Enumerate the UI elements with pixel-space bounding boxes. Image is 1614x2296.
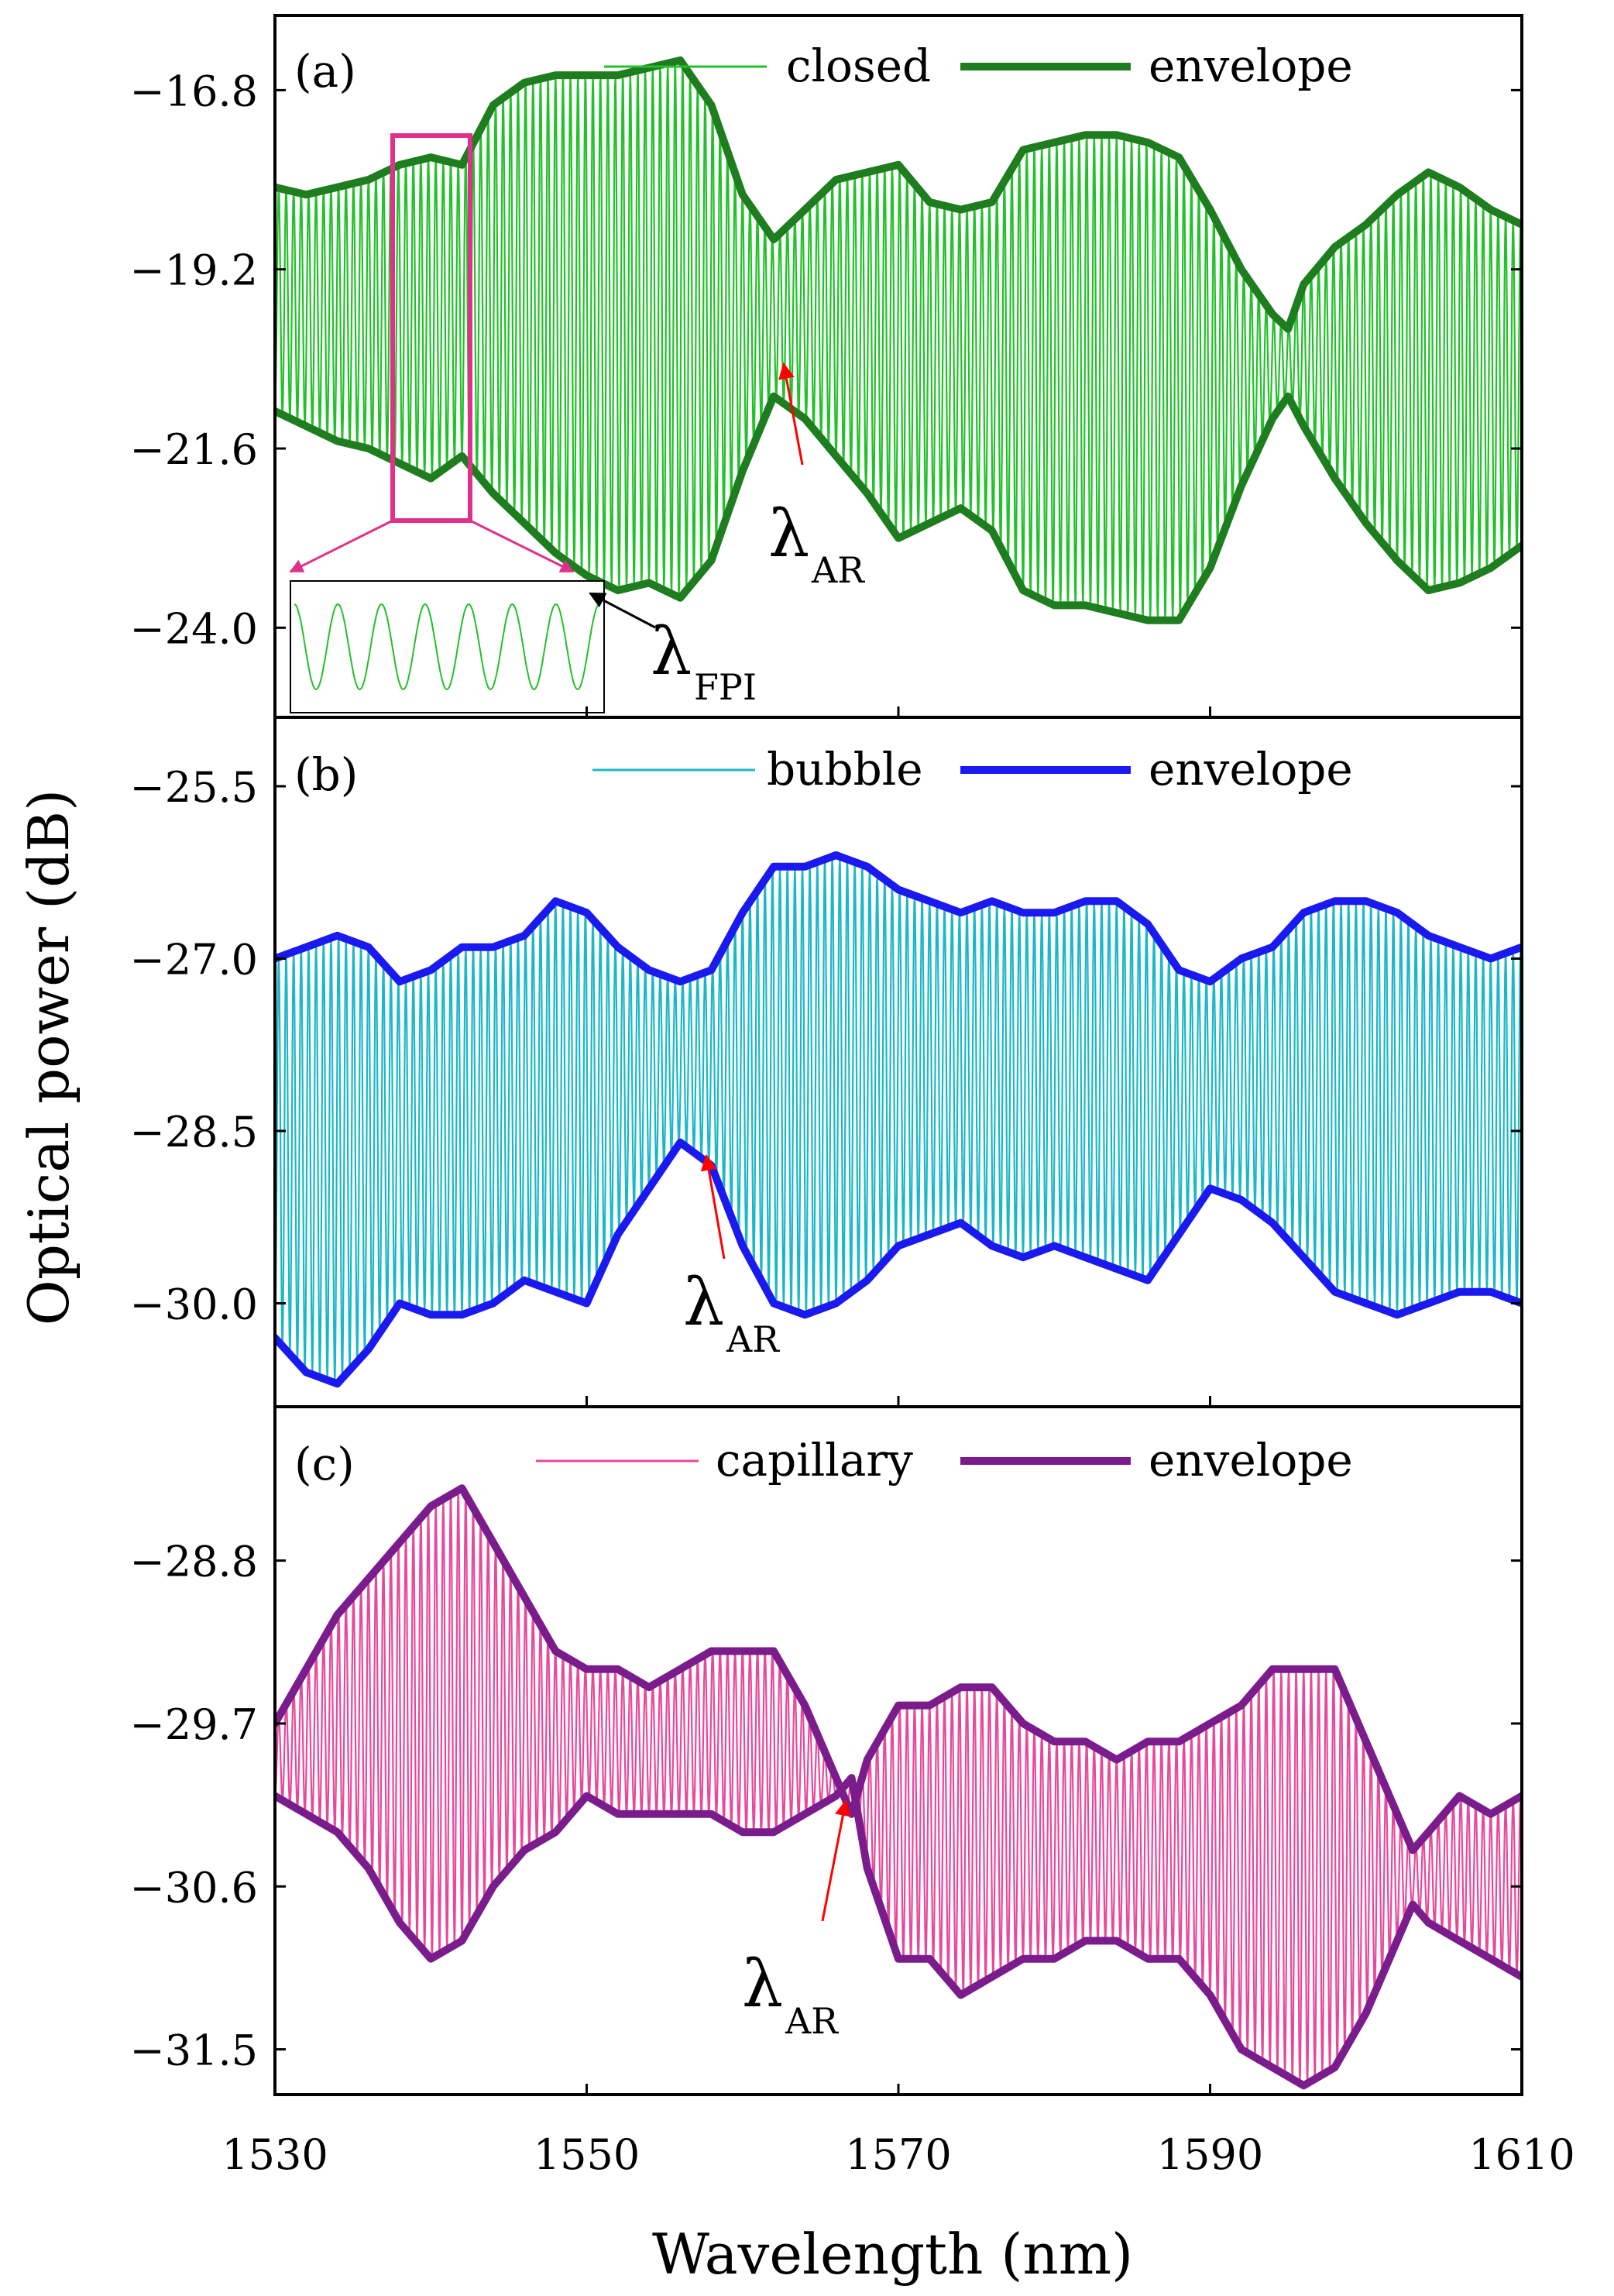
ytick-label-b-3: −30.0 bbox=[130, 1280, 258, 1329]
panel-b: −25.5 −27.0 −28.5 −30.0 (b) bubble envelope… bbox=[130, 716, 1523, 1408]
ytick-label-a-0: −16.8 bbox=[130, 67, 258, 115]
lambda-ar-c-symbol: λ bbox=[742, 1946, 783, 2022]
ytick-label-a-3: −24.0 bbox=[130, 604, 258, 653]
signal-bubble bbox=[275, 857, 1522, 1383]
lambda-ar-a-symbol: λ bbox=[768, 496, 809, 572]
ytick-label-b-2: −28.5 bbox=[130, 1108, 258, 1157]
lambda-ar-b-arrow bbox=[700, 1153, 726, 1260]
xtick-label-1: 1550 bbox=[534, 2130, 640, 2179]
inset-zoom bbox=[290, 580, 605, 713]
lambda-fpi-symbol: λ bbox=[651, 614, 692, 689]
envelope-a-lower bbox=[275, 392, 1522, 624]
inset-frame bbox=[290, 580, 605, 713]
panel-a-label: (a) bbox=[294, 45, 356, 98]
x-axis-title: Wavelength (nm) bbox=[652, 2222, 1133, 2287]
envelope-c-group bbox=[275, 1484, 1522, 2090]
lambda-ar-a-arrow bbox=[778, 362, 804, 466]
ytick-label-b-1: −27.0 bbox=[130, 936, 258, 985]
panel-c: −28.8 −29.7 −30.6 −31.5 (c) capillary envel… bbox=[130, 1405, 1523, 2096]
lambda-ar-b-subscript: AR bbox=[726, 1318, 780, 1360]
lambda-ar-a-subscript: AR bbox=[811, 549, 865, 591]
envelope-b-group bbox=[275, 851, 1522, 1388]
ytick-label-c-1: −29.7 bbox=[130, 1700, 258, 1749]
xtick-label-2: 1570 bbox=[845, 2130, 951, 2179]
xtick-label-0: 1530 bbox=[221, 2130, 328, 2179]
envelope-c-lower bbox=[275, 1774, 1522, 2090]
legend-b-envelope-label: envelope bbox=[1149, 743, 1353, 796]
xtick-label-3: 1590 bbox=[1157, 2130, 1263, 2179]
signal-closed bbox=[275, 63, 1522, 620]
lambda-ar-c-subscript: AR bbox=[785, 2000, 839, 2042]
lambda-ar-b-symbol: λ bbox=[683, 1264, 724, 1340]
signal-capillary-trace bbox=[275, 1490, 1522, 2083]
lambda-fpi-arrow bbox=[589, 592, 656, 629]
panel-a-yticks: −16.8 −19.2 −21.6 −24.0 bbox=[130, 67, 1522, 653]
zoom-arrow-right bbox=[469, 519, 575, 573]
panel-a: −16.8 −19.2 −21.6 −24.0 (a) closed envelope… bbox=[130, 14, 1523, 719]
legend-a-envelope-label: envelope bbox=[1149, 40, 1353, 92]
ytick-label-a-2: −21.6 bbox=[130, 425, 258, 474]
legend-a-signal-label: closed bbox=[786, 40, 931, 92]
zoom-arrow-left bbox=[289, 519, 393, 573]
ytick-label-c-2: −30.6 bbox=[130, 1863, 258, 1912]
x-axis-ticks: 1530 1550 1570 1590 1610 bbox=[221, 706, 1575, 2179]
ytick-label-c-0: −28.8 bbox=[130, 1538, 258, 1586]
envelope-b-upper bbox=[275, 851, 1522, 986]
envelope-c-upper bbox=[275, 1484, 1522, 1854]
panel-c-label: (c) bbox=[294, 1438, 355, 1490]
legend-b-signal-label: bubble bbox=[767, 743, 923, 796]
ytick-label-c-3: −31.5 bbox=[130, 2026, 258, 2075]
legend-c-envelope-label: envelope bbox=[1149, 1434, 1353, 1487]
envelope-a-upper bbox=[275, 56, 1522, 333]
inset-wave bbox=[294, 603, 601, 690]
y-axis-title: Optical power (dB) bbox=[16, 789, 81, 1325]
envelope-a-group bbox=[275, 56, 1522, 624]
panel-c-yticks: −28.8 −29.7 −30.6 −31.5 bbox=[130, 1538, 1522, 2075]
signal-closed-trace bbox=[275, 63, 1522, 620]
ytick-label-b-0: −25.5 bbox=[130, 763, 258, 812]
xtick-label-4: 1610 bbox=[1468, 2130, 1575, 2179]
legend-c-signal-label: capillary bbox=[716, 1434, 913, 1487]
signal-capillary bbox=[275, 1490, 1522, 2083]
lambda-fpi-subscript: FPI bbox=[694, 666, 757, 708]
panel-b-yticks: −25.5 −27.0 −28.5 −30.0 bbox=[130, 763, 1522, 1329]
signal-bubble-trace bbox=[275, 857, 1522, 1383]
panel-b-label: (b) bbox=[294, 748, 358, 801]
ytick-label-a-1: −19.2 bbox=[130, 246, 258, 295]
envelope-b-lower bbox=[275, 1138, 1522, 1388]
zoom-box bbox=[390, 133, 472, 523]
lambda-ar-c-arrow bbox=[821, 1799, 851, 1922]
